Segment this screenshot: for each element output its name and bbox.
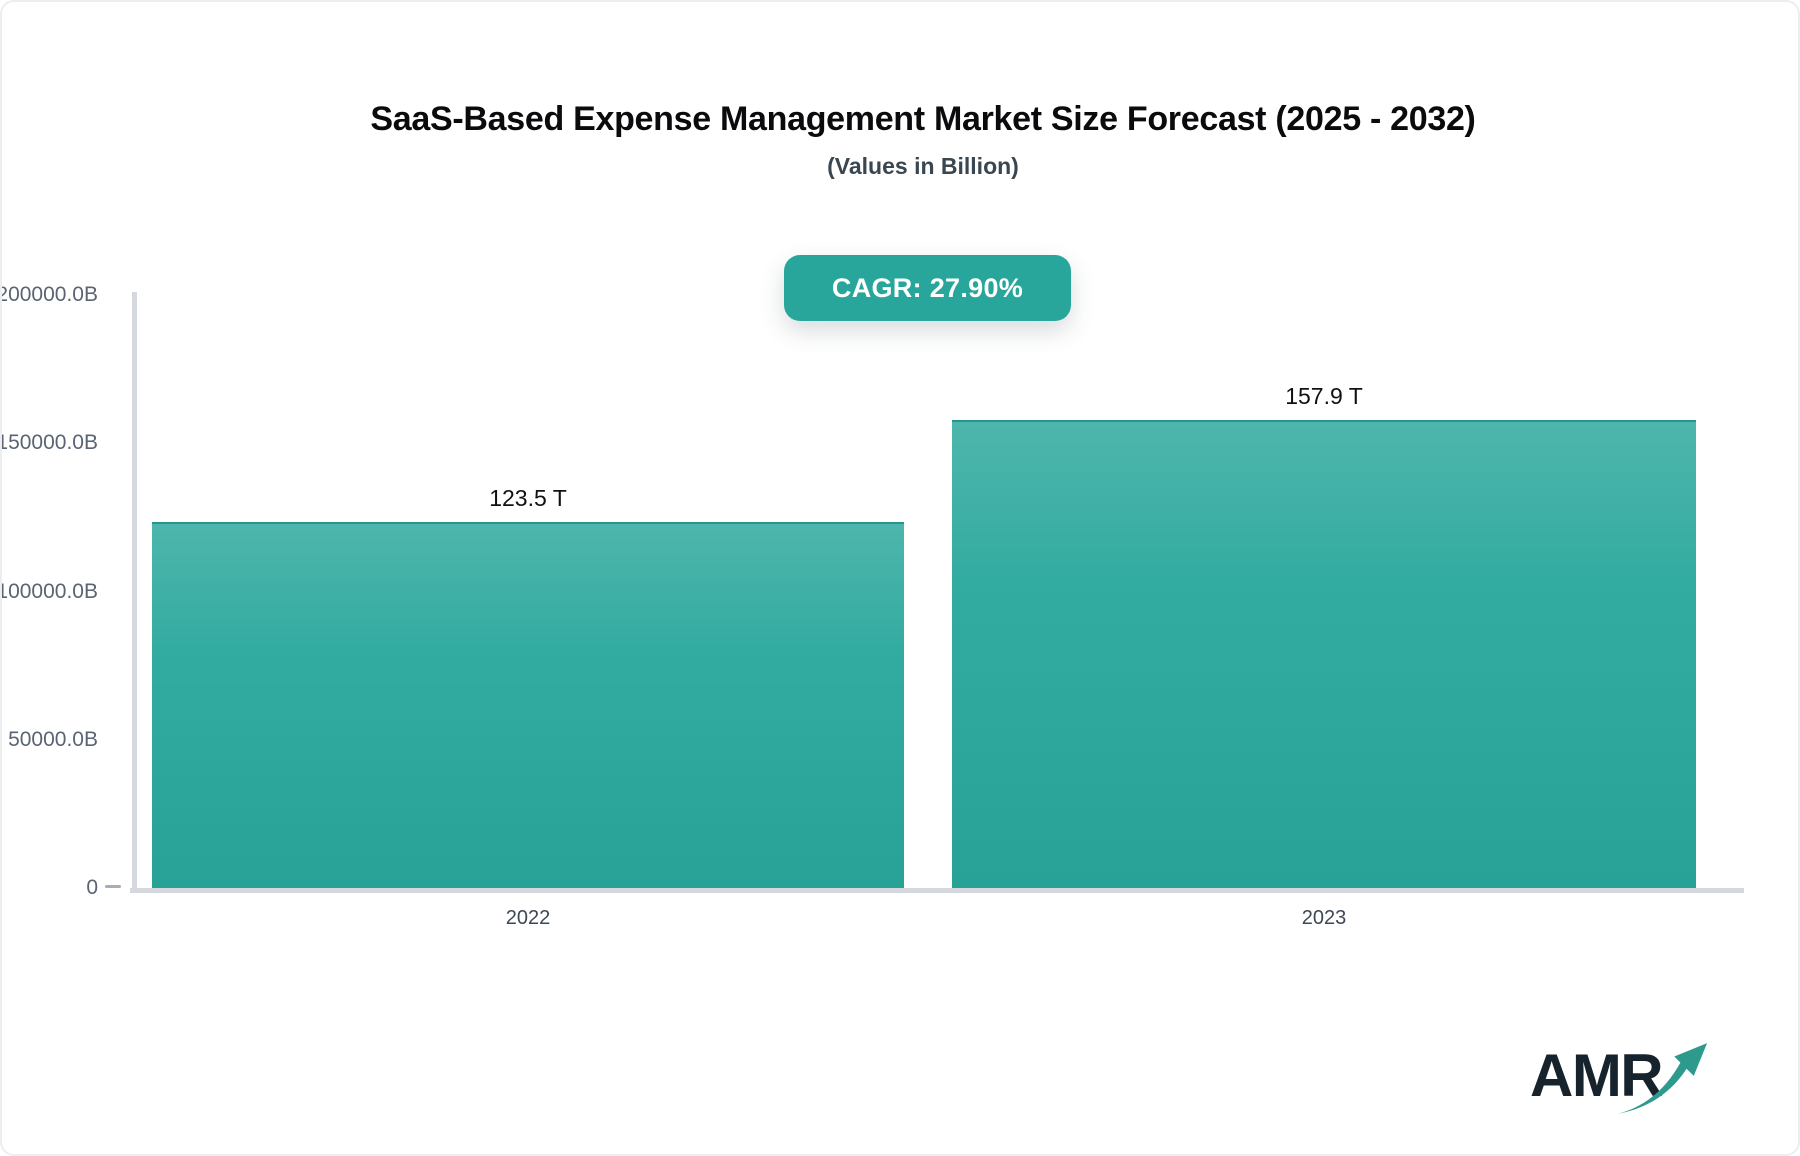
bar-value-label: 157.9 T [1285, 383, 1363, 409]
cagr-badge-label: CAGR: 27.90% [831, 272, 1024, 303]
bar-2023 [952, 420, 1696, 888]
y-tick-label: 150000.0B [0, 431, 98, 455]
y-tick-label: 200000.0B [0, 283, 98, 306]
trend-arrow-icon [1617, 1043, 1708, 1114]
y-axis-line [132, 292, 137, 892]
x-axis-line [130, 888, 1744, 893]
bar-value-label: 123.5 T [489, 485, 567, 511]
y-tick-label: 50000.0B [8, 727, 98, 751]
y-tick-label: 0 [86, 876, 98, 899]
bar-2022 [152, 522, 904, 888]
x-axis-label: 2022 [505, 907, 551, 929]
zero-tick-dash [105, 885, 121, 888]
amr-logo: AMR [1530, 1038, 1720, 1122]
x-axis-label: 2023 [1301, 907, 1347, 929]
cagr-badge: CAGR: 27.90% [784, 255, 1071, 321]
plot-area [135, 295, 1744, 888]
chart-subtitle: (Values in Billion) [827, 153, 1019, 179]
chart-title: SaaS-Based Expense Management Market Siz… [370, 100, 1476, 138]
amr-logo-text: AMR [1530, 1042, 1664, 1109]
y-tick-label: 100000.0B [0, 579, 98, 603]
